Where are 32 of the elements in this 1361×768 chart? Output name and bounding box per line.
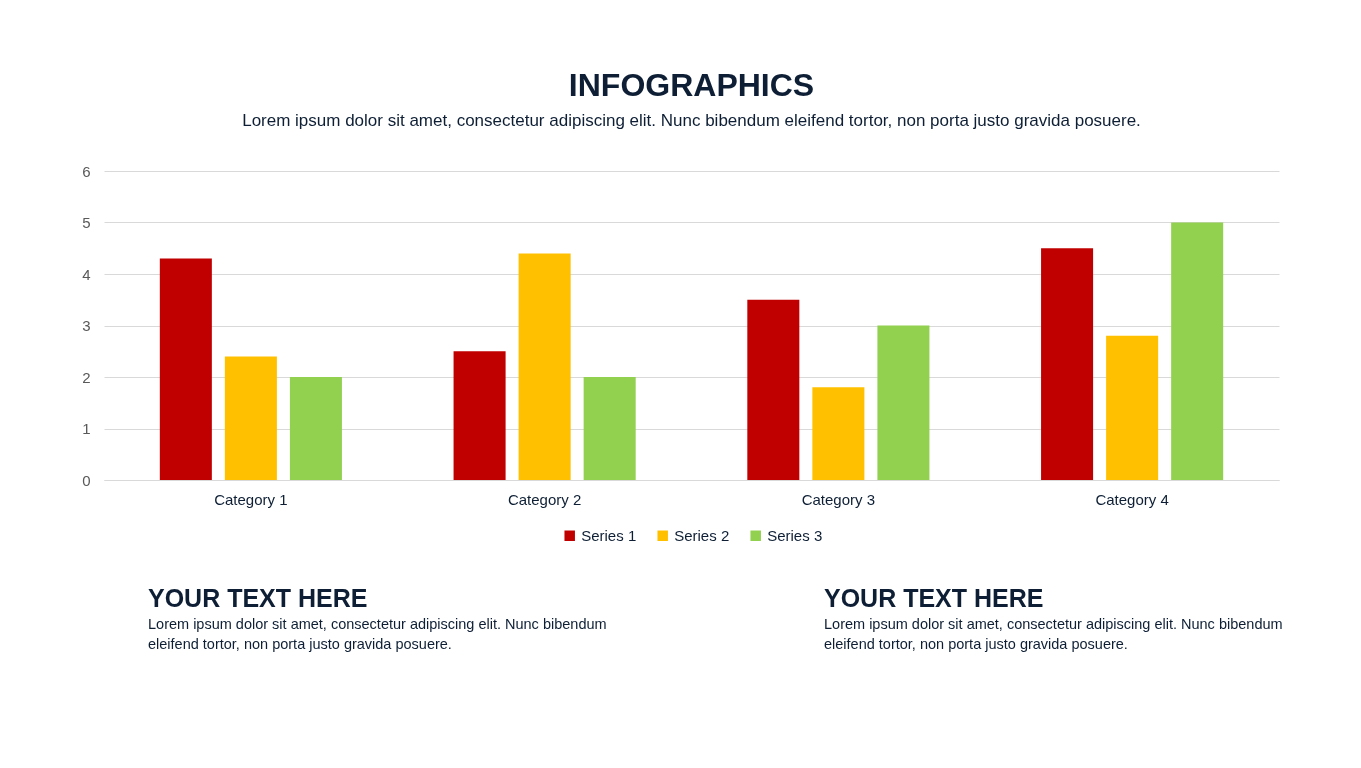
text: YOUR TEXT HERE [824,584,1044,612]
bar [518,253,571,480]
text: YOUR TEXT HERE [148,584,368,612]
bar [1106,335,1159,480]
bar [747,299,800,480]
x-tick-label: Category 1 [214,490,288,508]
bar [224,356,277,480]
text: Lorem ipsum dolor sit amet, consectetur adipiscing elit. Nunc bibendum eleifend tortor, non porta justo gravida posuere. [824,616,1283,652]
legend-label: Series 2 [674,526,730,544]
bar [289,377,342,480]
chart-title: INFOGRAPHICS [568,67,815,103]
bar [877,325,930,480]
y-tick-label: 2 [82,368,91,386]
bar [1171,222,1224,480]
y-tick-label: 0 [82,471,91,489]
bar [453,351,506,480]
bar [159,258,212,480]
text: Lorem ipsum dolor sit amet, consectetur adipiscing elit. Nunc bibendum eleifend tortor, non porta justo gravida posuere. [148,616,607,652]
y-tick-label: 3 [82,317,91,334]
bar [812,387,865,480]
bar [1041,248,1094,480]
bar [583,377,636,480]
x-tick-label: Category 4 [1095,490,1169,508]
y-tick-label: 5 [82,214,91,231]
x-tick-label: Category 3 [801,490,876,508]
y-tick-label: 4 [82,265,91,283]
y-tick-label: 1 [82,420,91,437]
legend-label: Series 3 [767,526,823,544]
y-tick-label: 6 [82,162,91,180]
x-tick-label: Category 2 [507,490,582,508]
chart-subtitle: Lorem ipsum dolor sit amet, consectetur adipiscing elit. Nunc bibendum eleifend tortor, non porta justo gravida posuere. [242,111,1141,130]
legend-label: Series 1 [581,526,637,544]
